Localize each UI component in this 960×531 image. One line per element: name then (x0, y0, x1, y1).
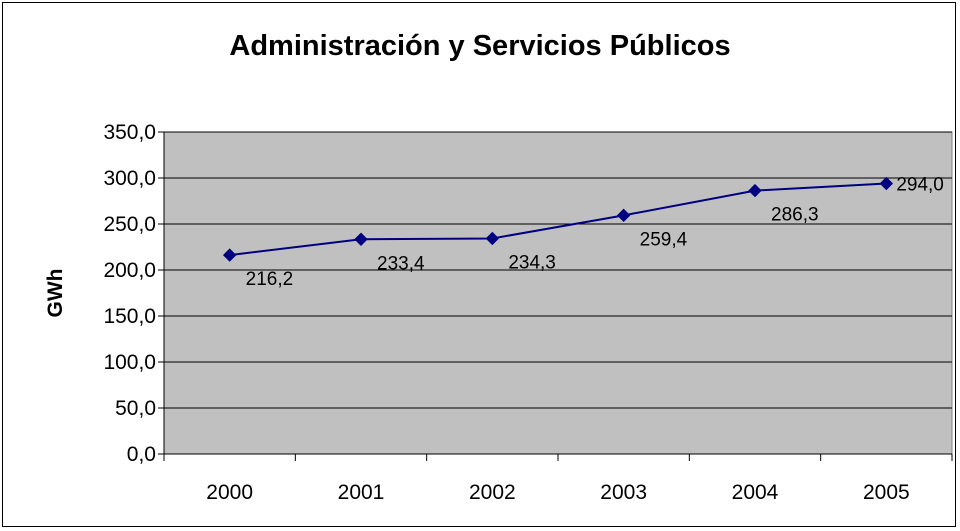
y-tick-label: 0,0 (127, 443, 156, 466)
series-line (229, 182, 887, 257)
data-label: 233,4 (377, 253, 425, 274)
data-point (222, 248, 237, 262)
data-point (616, 208, 631, 223)
data-point (748, 183, 762, 198)
y-tick-label: 200,0 (103, 259, 156, 282)
y-tick-label: 350,0 (103, 121, 156, 144)
data-label: 216,2 (246, 269, 294, 290)
y-tick-label: 250,0 (103, 213, 156, 236)
data-point (879, 176, 894, 191)
series-layer (222, 176, 894, 262)
axes (163, 132, 953, 461)
data-point (485, 231, 500, 246)
gridlines (158, 131, 952, 455)
data-label: 294,0 (896, 175, 944, 196)
x-tick-label: 2005 (863, 481, 910, 504)
data-label: 259,4 (640, 229, 688, 250)
y-tick-label: 50,0 (115, 397, 156, 420)
y-axis-label: GWh (44, 269, 67, 318)
x-tick-label: 2001 (338, 481, 385, 504)
plot-area (163, 131, 953, 455)
data-labels: 216,2 233,4 234,3 259,4 286,3 294,0 (246, 175, 944, 291)
data-label: 234,3 (508, 252, 556, 273)
x-tick-label: 2002 (469, 481, 516, 504)
x-tick-label: 2000 (206, 481, 253, 504)
data-label: 286,3 (771, 205, 819, 226)
y-tick-label: 150,0 (103, 305, 156, 328)
y-tick-label: 300,0 (103, 167, 156, 190)
x-tick-label: 2004 (732, 481, 779, 504)
x-tick-label: 2003 (600, 481, 647, 504)
y-tick-labels: 0,0 50,0 100,0 150,0 200,0 250,0 300,0 350,0 (103, 121, 156, 466)
y-tick-label: 100,0 (103, 351, 156, 374)
chart-title: Administración y Servicios Públicos (229, 30, 731, 62)
x-tick-labels: 2000 2001 2002 2003 2004 2005 (206, 481, 909, 504)
data-point (354, 232, 368, 246)
